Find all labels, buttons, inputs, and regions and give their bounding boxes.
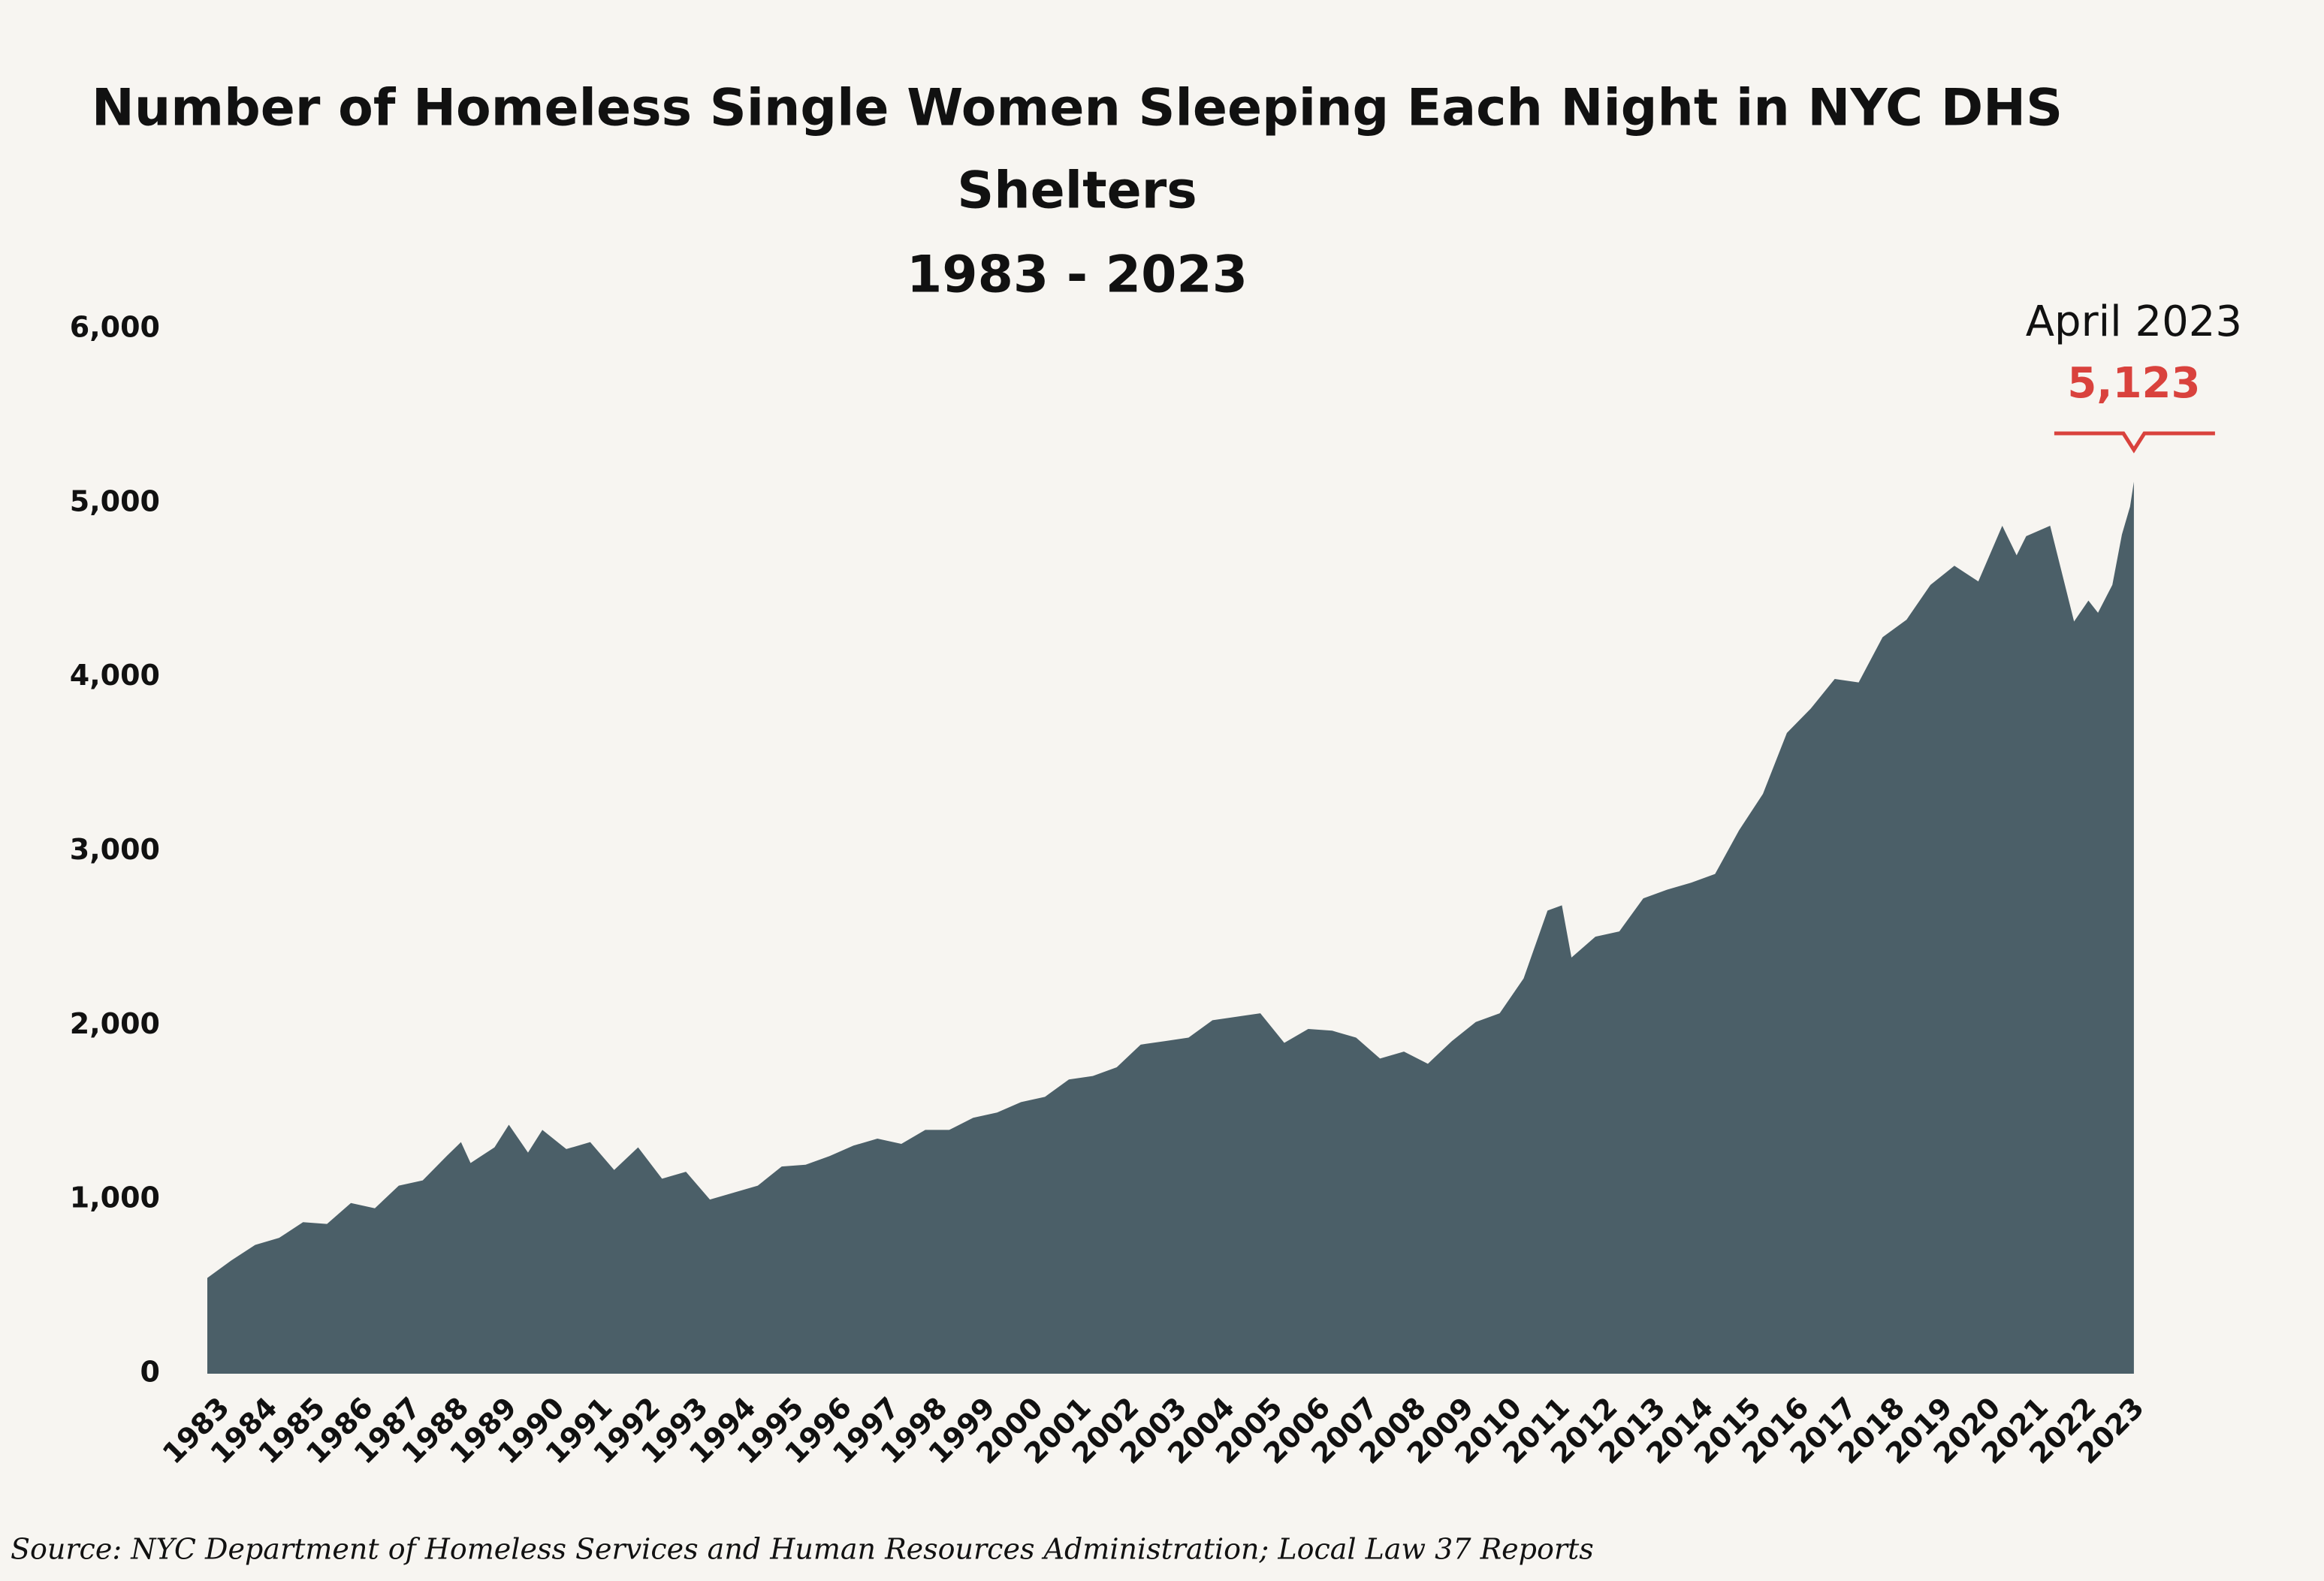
source-note: Source: NYC Department of Homeless Servi… <box>11 1533 1594 1566</box>
chart-title-line2: Shelters <box>957 161 1197 221</box>
y-tick-label: 2,000 <box>70 1007 160 1040</box>
area <box>207 481 2134 1374</box>
annotation-pointer <box>2054 431 2215 454</box>
annotation-value: 5,123 <box>2067 359 2200 408</box>
y-tick-label: 4,000 <box>70 659 160 692</box>
chart-subtitle: 1983 - 2023 <box>907 246 1248 305</box>
y-tick-label: 1,000 <box>70 1181 160 1214</box>
y-tick-label: 3,000 <box>70 833 160 866</box>
chart-title: Number of Homeless Single Women Sleeping… <box>92 79 2063 138</box>
y-tick-label: 0 <box>140 1356 160 1389</box>
y-tick-label: 6,000 <box>70 311 160 344</box>
annotation-label: April 2023 <box>2026 297 2242 346</box>
y-tick-label: 5,000 <box>70 484 160 517</box>
